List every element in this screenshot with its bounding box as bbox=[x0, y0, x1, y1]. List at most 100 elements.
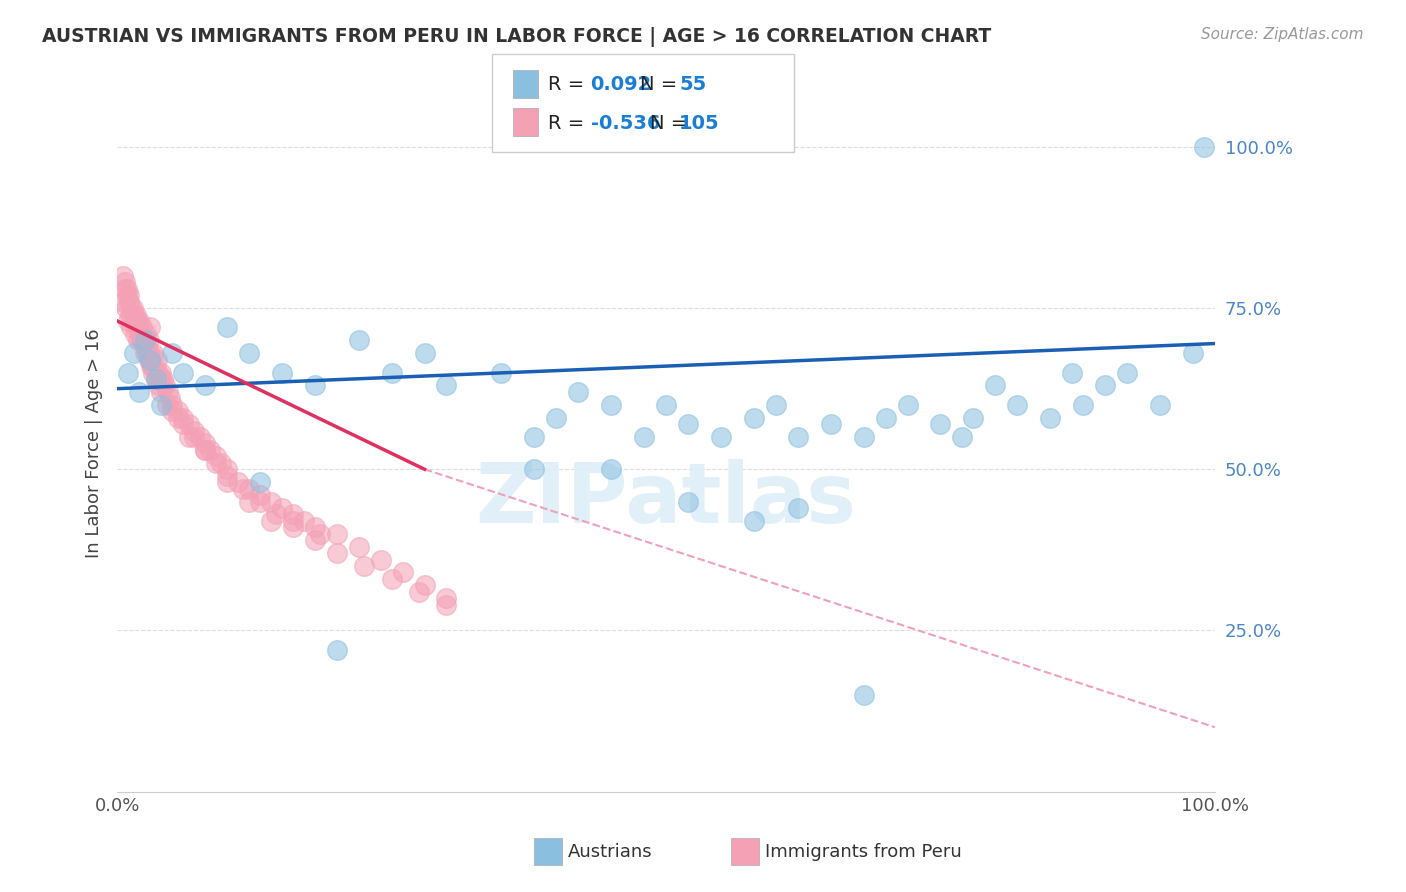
Text: N =: N = bbox=[650, 113, 693, 133]
Point bbox=[347, 540, 370, 554]
Point bbox=[292, 514, 315, 528]
Point bbox=[1007, 398, 1029, 412]
Point bbox=[742, 410, 765, 425]
Point bbox=[436, 591, 458, 606]
Point bbox=[984, 378, 1007, 392]
Point bbox=[131, 334, 153, 348]
Text: 0.092: 0.092 bbox=[591, 75, 652, 95]
Point bbox=[150, 398, 173, 412]
Point bbox=[129, 326, 152, 341]
Point bbox=[125, 308, 148, 322]
Point bbox=[138, 352, 160, 367]
Point bbox=[114, 282, 136, 296]
Point bbox=[304, 520, 326, 534]
Point bbox=[676, 417, 699, 431]
Point bbox=[172, 417, 194, 431]
Point bbox=[122, 346, 145, 360]
Point bbox=[1039, 410, 1062, 425]
Point bbox=[281, 520, 304, 534]
Text: -0.536: -0.536 bbox=[591, 113, 659, 133]
Point bbox=[120, 308, 142, 322]
Point bbox=[215, 475, 238, 490]
Point bbox=[852, 688, 875, 702]
Point bbox=[1149, 398, 1171, 412]
Text: Source: ZipAtlas.com: Source: ZipAtlas.com bbox=[1201, 27, 1364, 42]
Point bbox=[145, 366, 167, 380]
Point bbox=[141, 359, 163, 373]
Point bbox=[281, 514, 304, 528]
Point bbox=[131, 334, 153, 348]
Point bbox=[381, 572, 404, 586]
Point bbox=[266, 508, 288, 522]
Point bbox=[270, 500, 292, 515]
Point bbox=[1094, 378, 1116, 392]
Point bbox=[1116, 366, 1139, 380]
Point bbox=[655, 398, 678, 412]
Point bbox=[122, 314, 145, 328]
Point bbox=[436, 378, 458, 392]
Point bbox=[134, 346, 156, 360]
Point bbox=[172, 410, 194, 425]
Point bbox=[135, 340, 157, 354]
Point bbox=[1192, 140, 1215, 154]
Point bbox=[150, 366, 173, 380]
Y-axis label: In Labor Force | Age > 16: In Labor Force | Age > 16 bbox=[86, 328, 103, 558]
Point bbox=[177, 430, 200, 444]
Point bbox=[166, 404, 188, 418]
Point bbox=[128, 384, 150, 399]
Point bbox=[238, 482, 260, 496]
Point bbox=[146, 378, 169, 392]
Point bbox=[742, 514, 765, 528]
Point bbox=[166, 410, 188, 425]
Point bbox=[950, 430, 973, 444]
Point bbox=[325, 643, 347, 657]
Point bbox=[172, 366, 194, 380]
Point bbox=[194, 442, 217, 457]
Point bbox=[491, 366, 513, 380]
Point bbox=[325, 526, 347, 541]
Point bbox=[114, 275, 136, 289]
Point bbox=[194, 442, 217, 457]
Point bbox=[929, 417, 952, 431]
Point bbox=[142, 366, 165, 380]
Point bbox=[155, 398, 177, 412]
Point bbox=[249, 475, 271, 490]
Point bbox=[1062, 366, 1084, 380]
Point bbox=[281, 508, 304, 522]
Point bbox=[226, 475, 249, 490]
Text: AUSTRIAN VS IMMIGRANTS FROM PERU IN LABOR FORCE | AGE > 16 CORRELATION CHART: AUSTRIAN VS IMMIGRANTS FROM PERU IN LABO… bbox=[42, 27, 991, 46]
Text: R =: R = bbox=[548, 75, 591, 95]
Point bbox=[127, 334, 149, 348]
Point bbox=[145, 372, 167, 386]
Point bbox=[523, 430, 546, 444]
Text: Immigrants from Peru: Immigrants from Peru bbox=[765, 843, 962, 861]
Point bbox=[309, 526, 332, 541]
Point bbox=[260, 494, 283, 508]
Point bbox=[260, 514, 283, 528]
Point bbox=[567, 384, 589, 399]
Text: N =: N = bbox=[640, 75, 683, 95]
Text: ZIPatlas: ZIPatlas bbox=[475, 458, 856, 540]
Point bbox=[111, 268, 134, 283]
Point bbox=[117, 366, 139, 380]
Point bbox=[183, 430, 205, 444]
Point bbox=[160, 398, 183, 412]
Point bbox=[304, 378, 326, 392]
Point bbox=[205, 450, 228, 464]
Point bbox=[436, 598, 458, 612]
Point bbox=[146, 366, 169, 380]
Point bbox=[215, 462, 238, 476]
Point bbox=[391, 566, 413, 580]
Point bbox=[820, 417, 842, 431]
Point bbox=[141, 359, 163, 373]
Point bbox=[125, 320, 148, 334]
Point bbox=[125, 314, 148, 328]
Point bbox=[129, 326, 152, 341]
Point bbox=[205, 456, 228, 470]
Point bbox=[413, 578, 436, 592]
Point bbox=[134, 340, 156, 354]
Point bbox=[523, 462, 546, 476]
Point bbox=[786, 430, 808, 444]
Point bbox=[117, 314, 139, 328]
Point bbox=[124, 326, 146, 341]
